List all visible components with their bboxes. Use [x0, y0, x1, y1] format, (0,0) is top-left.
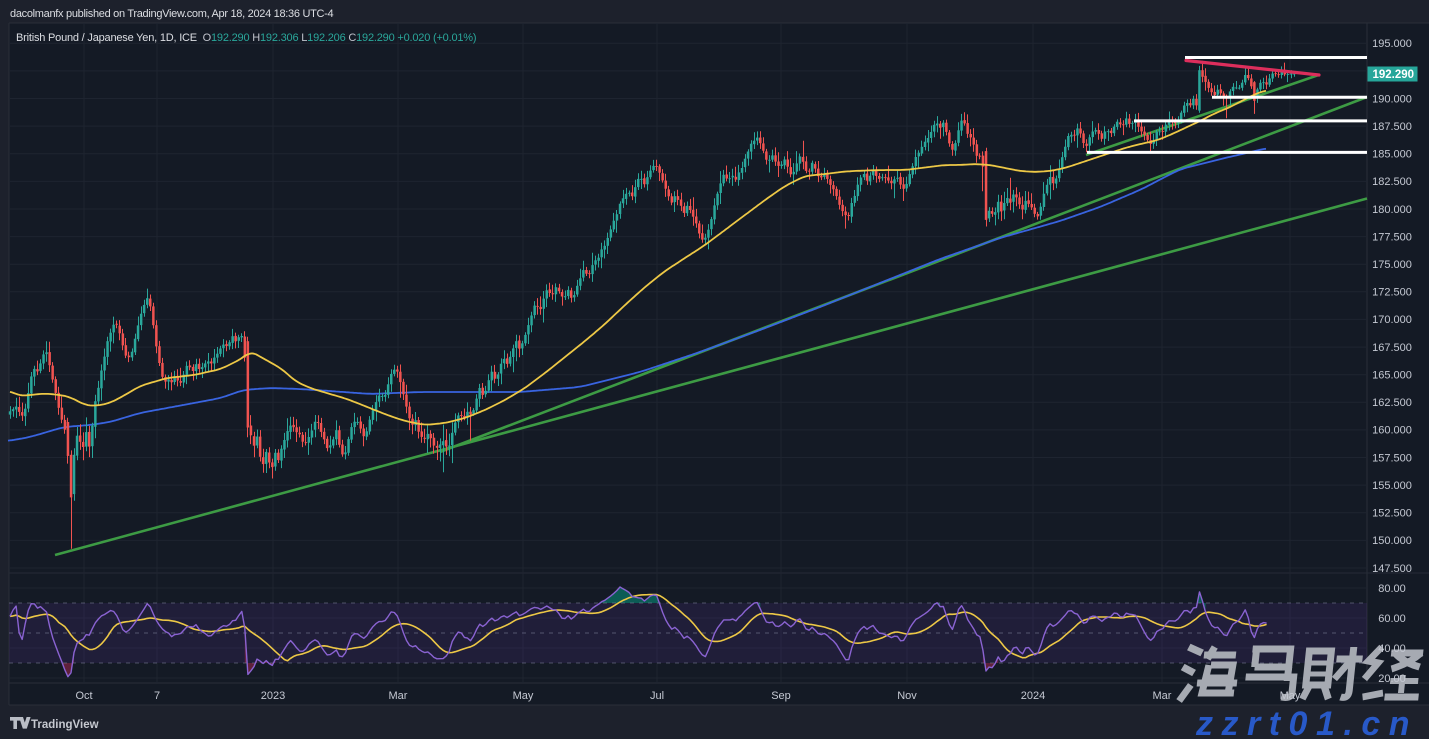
- svg-text:195.000: 195.000: [1372, 38, 1412, 50]
- svg-text:175.000: 175.000: [1372, 259, 1412, 271]
- svg-text:160.000: 160.000: [1372, 425, 1412, 437]
- svg-text:British Pound / Japanese Yen,: British Pound / Japanese Yen, 1D, ICE O1…: [16, 32, 476, 44]
- svg-text:170.000: 170.000: [1372, 314, 1412, 326]
- svg-text:152.500: 152.500: [1372, 508, 1412, 520]
- svg-text:May: May: [1280, 690, 1301, 702]
- svg-text:190.000: 190.000: [1372, 93, 1412, 105]
- svg-text:Sep: Sep: [771, 690, 791, 702]
- svg-text:165.000: 165.000: [1372, 370, 1412, 382]
- svg-text:zzrt01.cn: zzrt01.cn: [1195, 705, 1418, 739]
- svg-text:177.500: 177.500: [1372, 231, 1412, 243]
- svg-text:162.500: 162.500: [1372, 397, 1412, 409]
- svg-text:150.000: 150.000: [1372, 535, 1412, 547]
- svg-text:TradingView: TradingView: [31, 719, 99, 731]
- svg-text:185.000: 185.000: [1372, 149, 1412, 161]
- svg-text:192.290: 192.290: [1373, 69, 1415, 81]
- svg-text:dacolmanfx published on Tradin: dacolmanfx published on TradingView.com,…: [10, 8, 334, 20]
- svg-text:172.500: 172.500: [1372, 287, 1412, 299]
- svg-text:157.500: 157.500: [1372, 452, 1412, 464]
- svg-text:167.500: 167.500: [1372, 342, 1412, 354]
- svg-text:60.00: 60.00: [1378, 613, 1406, 625]
- svg-text:180.000: 180.000: [1372, 204, 1412, 216]
- svg-text:Oct: Oct: [75, 690, 92, 702]
- svg-text:Nov: Nov: [897, 690, 917, 702]
- svg-text:40.00: 40.00: [1378, 643, 1406, 655]
- svg-text:155.000: 155.000: [1372, 480, 1412, 492]
- svg-text:182.500: 182.500: [1372, 176, 1412, 188]
- svg-text:May: May: [513, 690, 534, 702]
- svg-text:20.00: 20.00: [1378, 673, 1406, 685]
- svg-text:187.500: 187.500: [1372, 121, 1412, 133]
- svg-text:80.00: 80.00: [1378, 583, 1406, 595]
- svg-text:Mar: Mar: [1153, 690, 1172, 702]
- svg-text:7: 7: [154, 690, 160, 702]
- svg-text:2023: 2023: [261, 690, 285, 702]
- svg-text:2024: 2024: [1021, 690, 1045, 702]
- svg-text:Jul: Jul: [650, 690, 664, 702]
- svg-text:147.500: 147.500: [1372, 563, 1412, 575]
- svg-text:Mar: Mar: [389, 690, 408, 702]
